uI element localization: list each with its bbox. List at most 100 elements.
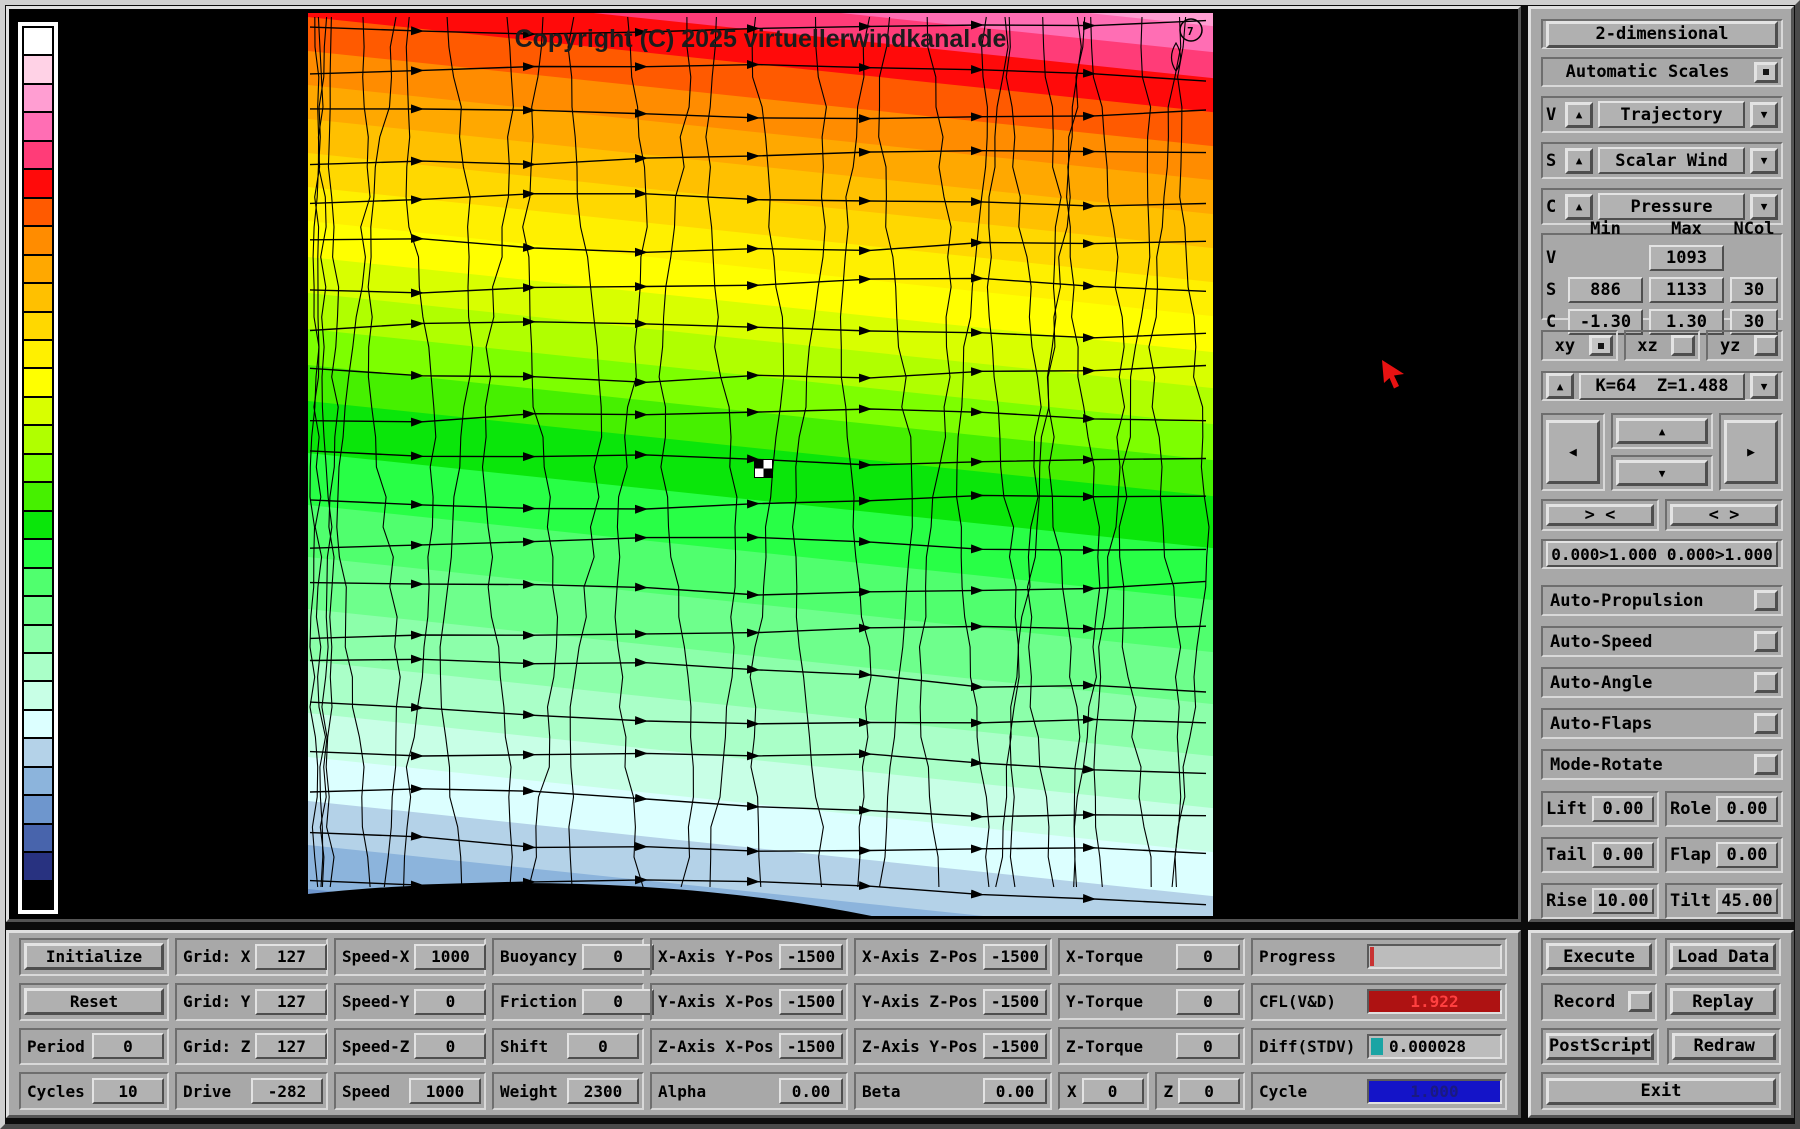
plane-toggle-xy[interactable] [1588, 335, 1613, 356]
field-value-grid-y[interactable]: 127 [255, 988, 328, 1015]
parameter-panel: Initialize Reset Period 0 Cycles 10 Grid: X 127… [6, 930, 1521, 1118]
param-row: Rise 10.00 Tilt 45.00 [1541, 883, 1783, 919]
field-label-y-axis-x-pos: Y-Axis X-Pos [658, 992, 774, 1012]
param-label-tilt: Tilt [1670, 891, 1711, 911]
scale-s-min[interactable]: 886 [1568, 276, 1643, 303]
field-value-shift[interactable]: 0 [567, 1033, 639, 1060]
flow-field-plot: 7 [308, 13, 1213, 916]
pan-left-button[interactable]: ◀ [1546, 420, 1600, 484]
view-range-display: 0.000>1.000 0.000>1.000 [1546, 541, 1778, 567]
toggle-auto-angle[interactable] [1754, 672, 1778, 693]
toggle-record[interactable] [1628, 991, 1652, 1013]
field-value-cycles[interactable]: 10 [92, 1078, 164, 1105]
selector-s-down-button[interactable]: ▼ [1750, 147, 1778, 174]
plane-toggle-xz[interactable] [1671, 335, 1696, 356]
field-value-grid-z[interactable]: 127 [255, 1033, 328, 1060]
bottom-col-2: Grid: X 127 Grid: Y 127 Grid: Z 127 Drive -282 [175, 938, 328, 1110]
field-value-z-axis-x-pos[interactable]: -1500 [779, 1033, 843, 1060]
selector-v-down-button[interactable]: ▼ [1750, 101, 1778, 128]
button-initialize[interactable]: Initialize [24, 943, 164, 971]
field-value-grid-x[interactable]: 127 [255, 943, 328, 970]
field-value-speed-z[interactable]: 0 [414, 1033, 487, 1060]
button-postscript[interactable]: PostScript [1546, 1032, 1655, 1060]
field-value-z-torque[interactable]: 0 [1176, 1033, 1240, 1060]
selector-c-down-button[interactable]: ▼ [1750, 193, 1778, 220]
field-label-drive: Drive [183, 1081, 232, 1101]
button-load-data[interactable]: Load Data [1670, 943, 1776, 971]
toggle-label-auto-speed: Auto-Speed [1550, 631, 1653, 652]
selector-v-value[interactable]: Trajectory [1598, 101, 1745, 128]
zoom-out-button[interactable]: < > [1670, 504, 1778, 526]
field-value-x-axis-y-pos[interactable]: -1500 [779, 943, 843, 970]
dimension-button[interactable]: 2-dimensional [1546, 20, 1778, 48]
toggle-auto-propulsion[interactable] [1754, 590, 1778, 611]
field-value-alpha[interactable]: 0.00 [779, 1078, 843, 1105]
param-value-flap[interactable]: 0.00 [1715, 842, 1778, 868]
down-arrow-icon: ▼ [1760, 379, 1768, 393]
action-exit: Exit [1541, 1072, 1781, 1110]
selector-s-value[interactable]: Scalar Wind [1598, 147, 1745, 174]
pan-up-button[interactable]: ▲ [1615, 418, 1709, 444]
toggle-auto-flaps[interactable] [1754, 713, 1778, 734]
button-redraw[interactable]: Redraw [1672, 1032, 1776, 1060]
field-value-y-torque[interactable]: 0 [1176, 988, 1240, 1015]
param-value-role[interactable]: 0.00 [1715, 796, 1778, 822]
param-value-rise[interactable]: 10.00 [1591, 888, 1654, 914]
field-value-y-axis-z-pos[interactable]: -1500 [983, 988, 1047, 1015]
field-value-beta[interactable]: 0.00 [983, 1078, 1047, 1105]
field-value-speed-y[interactable]: 0 [414, 988, 487, 1015]
field-value-weight[interactable]: 2300 [567, 1078, 639, 1105]
field-value-speed-x[interactable]: 1000 [414, 943, 487, 970]
button-exit[interactable]: Exit [1546, 1077, 1776, 1105]
selector-c-value[interactable]: Pressure [1598, 193, 1745, 220]
field-value-x-axis-z-pos[interactable]: -1500 [983, 943, 1047, 970]
cell-diff-stdv: Diff(STDV) 0.000028 [1251, 1027, 1507, 1066]
slice-up-button[interactable]: ▲ [1546, 373, 1574, 399]
plane-toggle-yz[interactable] [1754, 335, 1779, 356]
scale-s-max[interactable]: 1133 [1649, 276, 1724, 303]
toggle-mode-rotate[interactable] [1754, 754, 1778, 775]
button-replay[interactable]: Replay [1670, 988, 1776, 1016]
field-value-buoyancy[interactable]: 0 [582, 943, 655, 970]
param-rise: Rise 10.00 [1541, 883, 1659, 919]
selector-s-up-button[interactable]: ▲ [1565, 147, 1593, 174]
toggle-label-auto-propulsion: Auto-Propulsion [1550, 590, 1704, 611]
field-value-z-axis-y-pos[interactable]: -1500 [983, 1033, 1047, 1060]
colorbar-cell [22, 340, 54, 370]
down-arrow-icon: ▼ [1760, 154, 1768, 167]
selector-c-up-button[interactable]: ▲ [1565, 193, 1593, 220]
slice-down-button[interactable]: ▼ [1750, 373, 1778, 399]
field-label-grid-x: Grid: X [183, 947, 251, 967]
field-value-speed[interactable]: 1000 [409, 1078, 481, 1105]
scale-v-max[interactable]: 1093 [1649, 244, 1724, 271]
pan-right-button[interactable]: ▶ [1724, 420, 1778, 484]
field-value-x-torque[interactable]: 0 [1176, 943, 1240, 970]
button-reset[interactable]: Reset [24, 988, 164, 1016]
param-label-role: Role [1670, 799, 1711, 819]
cell-friction: Friction 0 [492, 982, 655, 1021]
param-value-lift[interactable]: 0.00 [1591, 796, 1654, 822]
field-value-x[interactable]: 0 [1081, 1078, 1144, 1105]
field-value-period[interactable]: 0 [92, 1033, 164, 1060]
scale-s-ncol[interactable]: 30 [1730, 276, 1778, 303]
zoom-in-button[interactable]: > < [1546, 504, 1654, 526]
visualization-canvas[interactable]: 7 Copyright (C) 2025 virtuellerwindkanal… [6, 6, 1521, 922]
plane-label-xz: xz [1637, 335, 1658, 356]
field-value-z[interactable]: 0 [1178, 1078, 1240, 1105]
automatic-scales-toggle[interactable] [1754, 61, 1778, 83]
control-panel-right: 2-dimensional Automatic Scales V ▲ Traject… [1528, 6, 1794, 922]
selector-v-up-button[interactable]: ▲ [1565, 101, 1593, 128]
toggle-auto-speed[interactable] [1754, 631, 1778, 652]
button-execute[interactable]: Execute [1546, 943, 1652, 971]
field-value-drive[interactable]: -282 [251, 1078, 323, 1105]
colorbar-cell [22, 84, 54, 114]
param-value-tilt[interactable]: 45.00 [1715, 888, 1778, 914]
pan-down-button[interactable]: ▼ [1615, 460, 1709, 486]
field-value-friction[interactable]: 0 [582, 988, 655, 1015]
field-value-y-axis-x-pos[interactable]: -1500 [779, 988, 843, 1015]
flow-field-view[interactable]: 7 Copyright (C) 2025 virtuellerwindkanal… [308, 13, 1213, 916]
param-value-tail[interactable]: 0.00 [1591, 842, 1654, 868]
colorbar-cell [22, 881, 54, 911]
param-role: Role 0.00 [1665, 791, 1783, 827]
param-tilt: Tilt 45.00 [1665, 883, 1783, 919]
